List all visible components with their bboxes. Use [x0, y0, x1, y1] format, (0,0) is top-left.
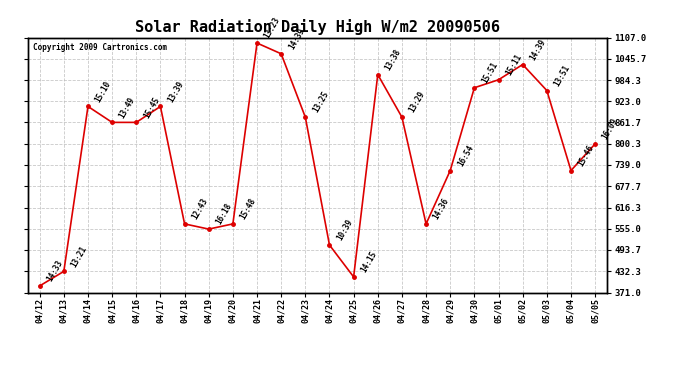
Text: 13:51: 13:51 — [553, 63, 572, 88]
Text: 15:48: 15:48 — [239, 196, 258, 221]
Text: 10:39: 10:39 — [335, 218, 355, 242]
Text: 14:15: 14:15 — [359, 250, 379, 274]
Text: 13:49: 13:49 — [118, 95, 137, 120]
Text: 15:10: 15:10 — [94, 79, 113, 104]
Text: 14:39: 14:39 — [529, 37, 548, 62]
Text: 14:36: 14:36 — [432, 196, 451, 221]
Text: 13:25: 13:25 — [311, 90, 331, 114]
Text: 16:09: 16:09 — [601, 117, 620, 141]
Text: 13:23: 13:23 — [263, 16, 282, 40]
Text: 15:51: 15:51 — [480, 60, 500, 85]
Text: 13:29: 13:29 — [408, 90, 427, 114]
Title: Solar Radiation Daily High W/m2 20090506: Solar Radiation Daily High W/m2 20090506 — [135, 19, 500, 35]
Text: 12:43: 12:43 — [190, 196, 210, 221]
Text: Copyright 2009 Cartronics.com: Copyright 2009 Cartronics.com — [33, 43, 168, 52]
Text: 15:11: 15:11 — [504, 53, 524, 77]
Text: 15:45: 15:45 — [142, 95, 161, 120]
Text: 14:33: 14:33 — [46, 259, 65, 283]
Text: 16:18: 16:18 — [215, 202, 234, 226]
Text: 14:39: 14:39 — [287, 27, 306, 51]
Text: 15:46: 15:46 — [577, 143, 596, 168]
Text: 16:54: 16:54 — [456, 143, 475, 168]
Text: 13:39: 13:39 — [166, 79, 186, 104]
Text: 13:38: 13:38 — [384, 47, 403, 72]
Text: 13:21: 13:21 — [70, 244, 89, 268]
